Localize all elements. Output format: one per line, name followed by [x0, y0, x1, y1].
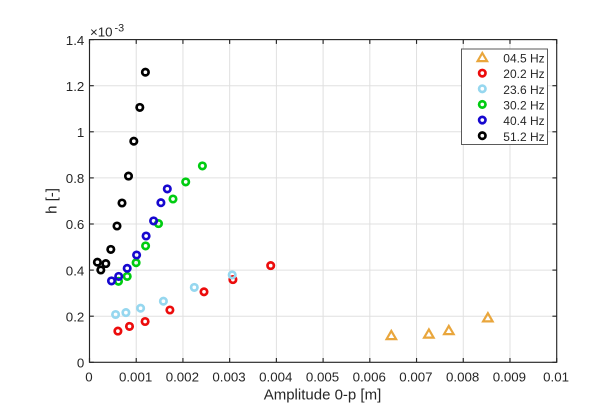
svg-text:30.2 Hz: 30.2 Hz — [503, 99, 544, 113]
svg-text:51.2 Hz: 51.2 Hz — [503, 130, 544, 144]
svg-text:-3: -3 — [115, 23, 125, 35]
svg-text:0: 0 — [85, 370, 92, 385]
svg-text:20.2 Hz: 20.2 Hz — [503, 67, 544, 81]
svg-text:40.4 Hz: 40.4 Hz — [503, 114, 544, 128]
svg-text:04.5 Hz: 04.5 Hz — [503, 52, 544, 66]
svg-text:×10: ×10 — [90, 24, 113, 39]
svg-text:1.2: 1.2 — [66, 79, 85, 94]
svg-text:0.008: 0.008 — [446, 370, 479, 385]
svg-text:0.4: 0.4 — [66, 263, 85, 278]
svg-text:0.001: 0.001 — [119, 370, 152, 385]
svg-text:1.4: 1.4 — [66, 33, 85, 48]
svg-text:0.006: 0.006 — [353, 370, 386, 385]
svg-text:1: 1 — [77, 125, 84, 140]
svg-text:0.6: 0.6 — [66, 217, 85, 232]
svg-text:0.005: 0.005 — [306, 370, 339, 385]
svg-text:0.01: 0.01 — [543, 370, 569, 385]
svg-text:0.8: 0.8 — [66, 171, 85, 186]
svg-text:0.003: 0.003 — [212, 370, 245, 385]
svg-text:0.004: 0.004 — [259, 370, 292, 385]
svg-text:0.007: 0.007 — [399, 370, 432, 385]
svg-text:0.002: 0.002 — [166, 370, 199, 385]
svg-text:h [-]: h [-] — [44, 188, 61, 214]
svg-text:23.6 Hz: 23.6 Hz — [503, 83, 544, 97]
svg-text:Amplitude 0-p [m]: Amplitude 0-p [m] — [264, 386, 382, 403]
svg-text:0: 0 — [77, 356, 84, 371]
svg-text:0.2: 0.2 — [66, 309, 85, 324]
svg-text:0.009: 0.009 — [493, 370, 526, 385]
